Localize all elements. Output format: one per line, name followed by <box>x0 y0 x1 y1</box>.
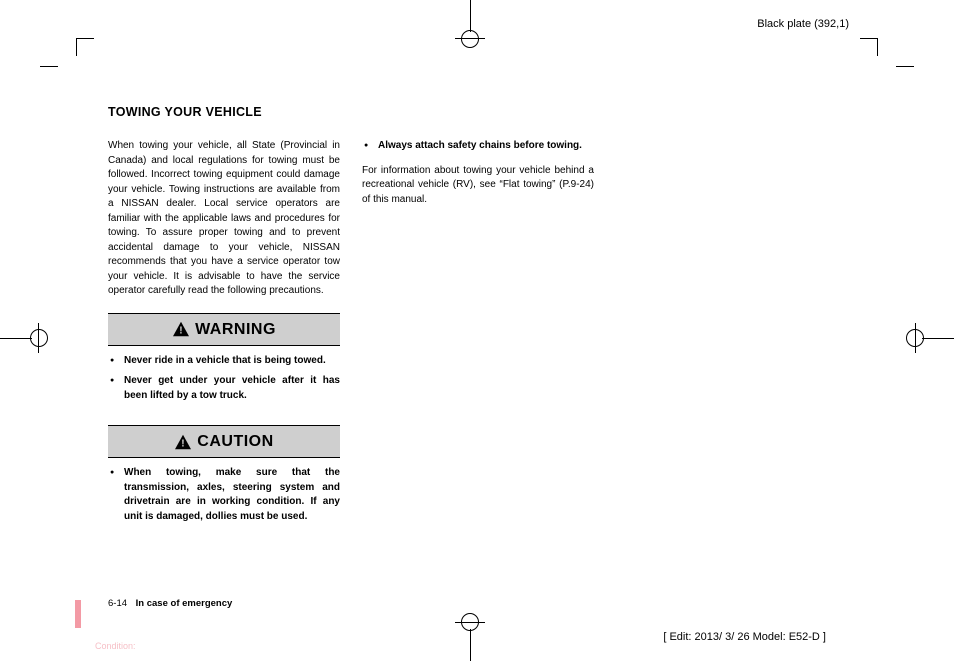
caution-header: ! CAUTION <box>108 425 340 458</box>
corner-mark <box>860 38 878 56</box>
reg-mark <box>470 629 471 661</box>
condition-label: Condition: <box>95 641 136 651</box>
corner-mark <box>896 66 914 84</box>
warning-icon: ! <box>172 321 190 337</box>
reg-mark-circle <box>30 329 48 347</box>
reg-mark <box>0 338 32 339</box>
warning-list: Never ride in a vehicle that is being to… <box>108 354 340 404</box>
reg-mark <box>922 338 954 339</box>
page-footer: 6-14 In case of emergency <box>108 598 232 609</box>
svg-text:!: ! <box>182 438 185 449</box>
edit-info: [ Edit: 2013/ 3/ 26 Model: E52-D ] <box>663 631 826 643</box>
left-column: When towing your vehicle, all State (Pro… <box>108 139 340 530</box>
caution-list: When towing, make sure that the transmis… <box>108 466 340 524</box>
footer-section-name: In case of emergency <box>136 598 233 609</box>
manual-page: Black plate (392,1) TOWING YOUR VEHICLE … <box>0 0 954 661</box>
reg-mark <box>470 0 471 32</box>
intro-paragraph: When towing your vehicle, all State (Pro… <box>108 139 340 299</box>
corner-mark <box>40 66 58 84</box>
pink-marker <box>75 600 81 628</box>
reg-mark-circle <box>461 30 479 48</box>
warning-item: Never get under your vehicle after it ha… <box>110 374 340 403</box>
content-area: TOWING YOUR VEHICLE When towing your veh… <box>108 105 608 530</box>
plate-label: Black plate (392,1) <box>757 18 849 30</box>
warning-item: Never ride in a vehicle that is being to… <box>110 354 340 369</box>
warning-title: WARNING <box>195 318 276 341</box>
reg-mark-circle <box>461 613 479 631</box>
right-column: Always attach safety chains before towin… <box>362 139 594 530</box>
svg-text:!: ! <box>179 325 182 336</box>
columns: When towing your vehicle, all State (Pro… <box>108 139 608 530</box>
followup-paragraph: For information about towing your vehicl… <box>362 164 594 208</box>
corner-mark <box>76 38 94 56</box>
caution-title: CAUTION <box>197 430 273 453</box>
caution-list-cont: Always attach safety chains before towin… <box>362 139 594 154</box>
warning-header: ! WARNING <box>108 313 340 346</box>
caution-icon: ! <box>174 434 192 450</box>
reg-mark-circle <box>906 329 924 347</box>
caution-item: Always attach safety chains before towin… <box>364 139 594 154</box>
page-number: 6-14 <box>108 598 127 609</box>
caution-item: When towing, make sure that the transmis… <box>110 466 340 524</box>
section-title: TOWING YOUR VEHICLE <box>108 105 608 119</box>
